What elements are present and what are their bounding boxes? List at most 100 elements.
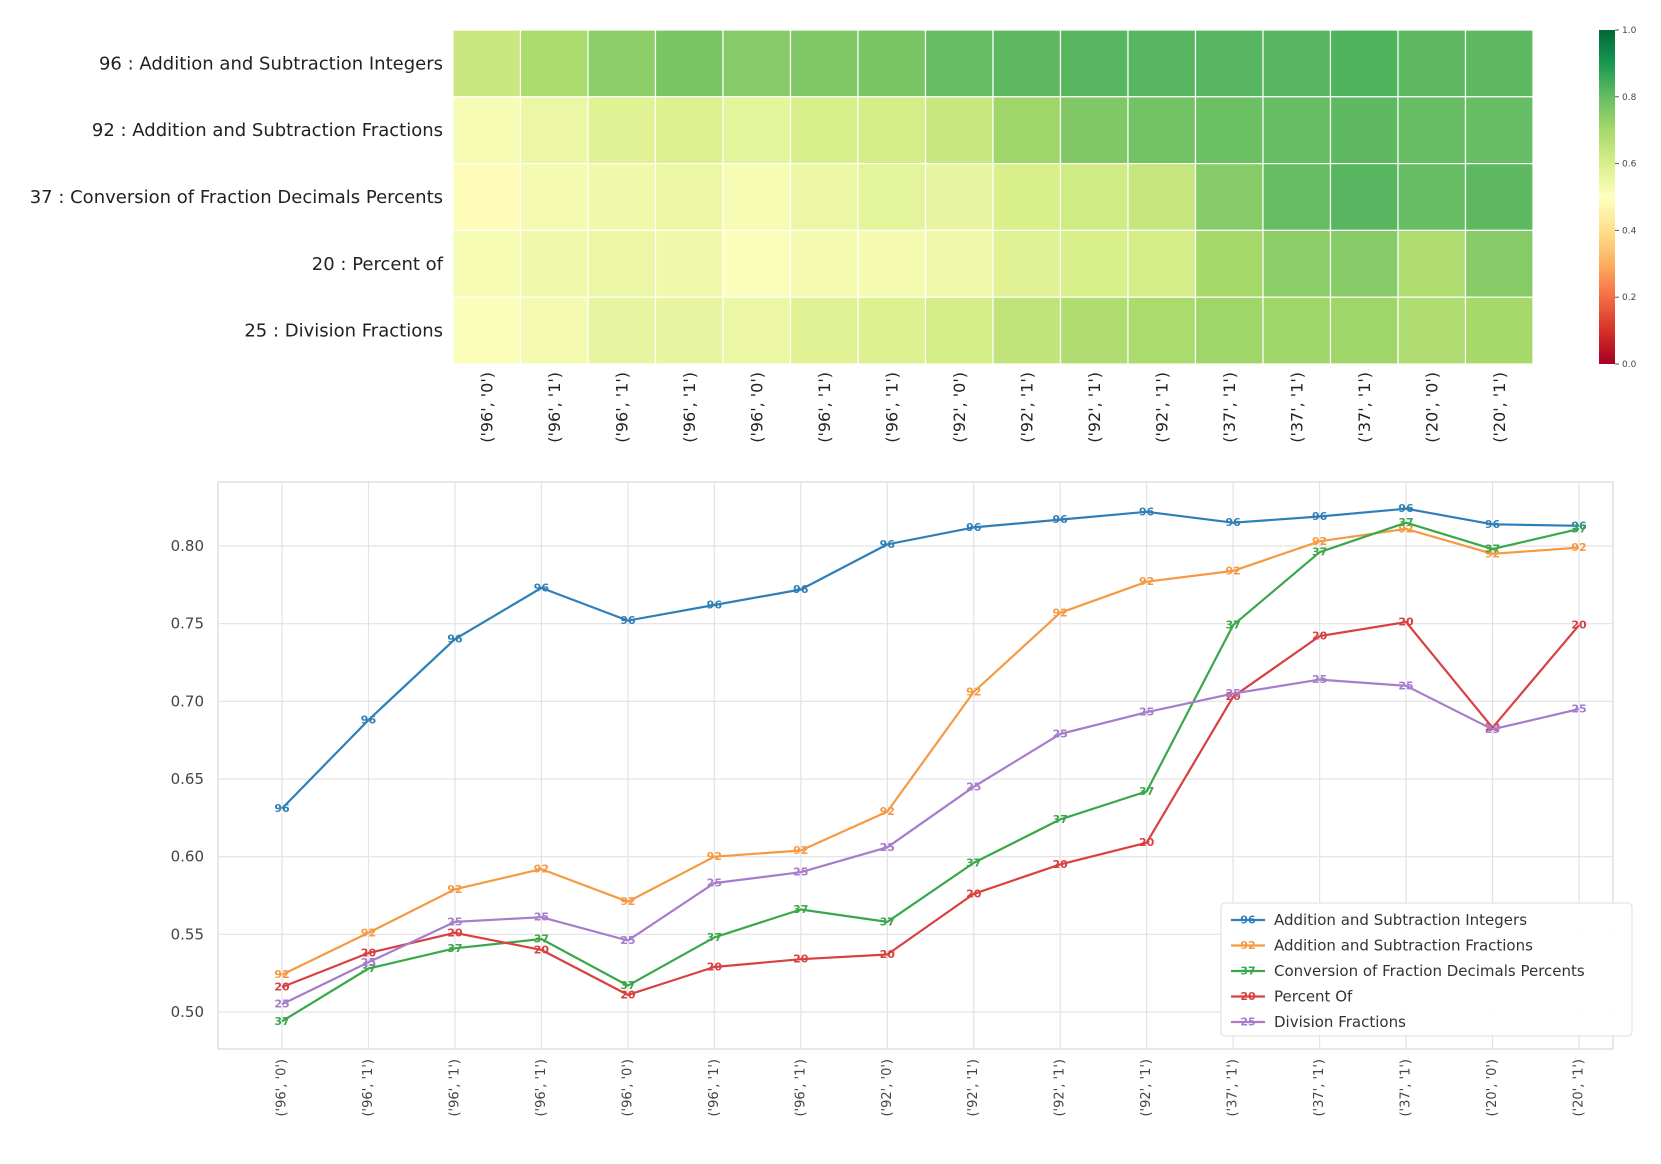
series-point-marker: 37 xyxy=(447,942,462,955)
series-point-marker: 37 xyxy=(707,931,722,944)
heatmap-column-label: ('92', '1') xyxy=(1085,372,1104,443)
x-axis-tick-labels: ('96', '0') ('96', '1') ('96', '1') ('96', … xyxy=(275,1059,1587,1117)
heatmap-cell xyxy=(587,96,657,165)
series-point-marker: 20 xyxy=(707,960,723,973)
heatmap-cell xyxy=(1262,296,1332,365)
series-point-marker: 20 xyxy=(1139,836,1155,849)
legend-marker: 25 xyxy=(1240,1016,1255,1029)
heatmap-cell xyxy=(519,296,589,365)
colorbar-gradient xyxy=(1599,30,1615,364)
heatmap-column-label: ('20', '1') xyxy=(1490,372,1509,443)
legend-label: Conversion of Fraction Decimals Percents xyxy=(1274,962,1585,980)
heatmap-cell xyxy=(857,96,927,165)
heatmap-column-label: ('96', '0') xyxy=(747,372,766,443)
heatmap-cell xyxy=(1397,296,1467,365)
heatmap-cell xyxy=(452,96,522,165)
series-point-marker: 25 xyxy=(447,915,462,928)
series-point-marker: 96 xyxy=(534,581,550,594)
heatmap-column-label: ('92', '1') xyxy=(1152,372,1171,443)
heatmap-cell xyxy=(1397,229,1467,298)
heatmap-cell xyxy=(1262,29,1332,98)
series-line xyxy=(281,521,1580,1023)
heatmap-cell xyxy=(857,296,927,365)
series-line xyxy=(281,527,1580,976)
series-point-marker: 92 xyxy=(1139,575,1154,588)
series-point-marker: 20 xyxy=(1398,616,1414,629)
series-point-marker: 92 xyxy=(1571,541,1586,554)
heatmap-cell xyxy=(1397,163,1467,232)
series-point-marker: 25 xyxy=(1398,679,1413,692)
x-tick-label: ('92', '1') xyxy=(966,1059,981,1117)
series-point-marker: 96 xyxy=(880,538,896,551)
heatmap-cell xyxy=(1194,229,1264,298)
heatmap-cell xyxy=(1194,29,1264,98)
heatmap-cell xyxy=(1464,296,1534,365)
series-point-marker: 37 xyxy=(620,979,635,992)
series-point-marker: 25 xyxy=(361,956,376,969)
series-point-marker: 20 xyxy=(1485,721,1501,734)
heatmap-cell xyxy=(654,163,724,232)
heatmap-cell xyxy=(857,163,927,232)
series-point-marker: 37 xyxy=(1053,813,1068,826)
heatmap-cell xyxy=(1464,229,1534,298)
series-point-marker: 92 xyxy=(1312,535,1327,548)
heatmap-cell xyxy=(1262,163,1332,232)
heatmap-cell xyxy=(924,29,994,98)
y-tick-label: 0.55 xyxy=(171,925,204,943)
heatmap-cell xyxy=(1329,163,1399,232)
series-point-marker: 37 xyxy=(534,932,549,945)
series-point-marker: 37 xyxy=(966,856,981,869)
heatmap-cell xyxy=(992,96,1062,165)
series-point-marker: 96 xyxy=(707,599,723,612)
heatmap-cell xyxy=(1464,163,1534,232)
series-point-marker: 37 xyxy=(1225,619,1240,632)
heatmap-cell xyxy=(789,29,859,98)
series-point-marker: 96 xyxy=(447,633,463,646)
heatmap-row-label: 92 : Addition and Subtraction Fractions xyxy=(92,120,443,141)
heatmap-cell xyxy=(587,229,657,298)
colorbar-tick-label: 1.0 xyxy=(1622,26,1637,36)
colorbar-tick-label: 0.4 xyxy=(1622,226,1637,236)
x-tick-label: ('20', '1') xyxy=(1572,1059,1587,1117)
x-tick-label: ('37', '1') xyxy=(1312,1059,1327,1117)
heatmap-column-label: ('20', '0') xyxy=(1422,372,1441,443)
heatmap-cell xyxy=(1464,29,1534,98)
series-point-marker: 20 xyxy=(1053,858,1069,871)
heatmap-column-label: ('96', '0') xyxy=(477,372,496,443)
heatmap-cell xyxy=(519,96,589,165)
series-point-marker: 20 xyxy=(361,946,377,959)
heatmap-cell xyxy=(587,29,657,98)
heatmap-cell xyxy=(1194,96,1264,165)
series-point-marker: 92 xyxy=(620,895,635,908)
heatmap-cell xyxy=(452,229,522,298)
legend-marker: 92 xyxy=(1240,939,1255,952)
series-point-marker: 25 xyxy=(880,841,895,854)
y-axis-tick-labels: 0.50 0.55 0.60 0.65 0.70 0.75 0.80 xyxy=(171,537,204,1021)
series-line xyxy=(281,620,1580,997)
colorbar-tick-label: 0.2 xyxy=(1622,293,1636,303)
series-point-marker: 37 xyxy=(1312,546,1327,559)
series-point-marker: 25 xyxy=(707,877,722,890)
x-tick-label: ('96', '0') xyxy=(275,1059,290,1117)
heatmap-cell xyxy=(1127,29,1197,98)
line-chart: 0.50 0.55 0.60 0.65 0.70 0.75 0.80 ('96', '0')… xyxy=(171,481,1633,1117)
series-point-marker: 25 xyxy=(1139,706,1154,719)
series-point-marker: 37 xyxy=(1485,543,1500,556)
series-point-marker: 20 xyxy=(620,988,636,1001)
series-point-marker: 20 xyxy=(534,943,550,956)
heatmap-cell xyxy=(1329,296,1399,365)
series-point-marker: 92 xyxy=(707,850,722,863)
series-group: 96 96 96 96 96 96 96 96 96 96 96 96 96 96 96 96 92 92 92 92… xyxy=(274,502,1587,1028)
series-point-marker: 92 xyxy=(1398,522,1413,535)
y-tick-label: 0.50 xyxy=(171,1003,204,1021)
heatmap-cell xyxy=(1329,96,1399,165)
legend-marker: 37 xyxy=(1240,965,1255,978)
heatmap-cells xyxy=(452,29,1534,365)
heatmap-row-label: 37 : Conversion of Fraction Decimals Per… xyxy=(30,187,443,208)
series-point-marker: 20 xyxy=(966,887,982,900)
x-tick-label: ('96', '1') xyxy=(793,1059,808,1117)
series-point-marker: 92 xyxy=(447,883,462,896)
series-line xyxy=(281,507,1580,810)
heatmap-column-label: ('37', '1') xyxy=(1355,372,1374,443)
series-point-marker: 96 xyxy=(966,521,982,534)
